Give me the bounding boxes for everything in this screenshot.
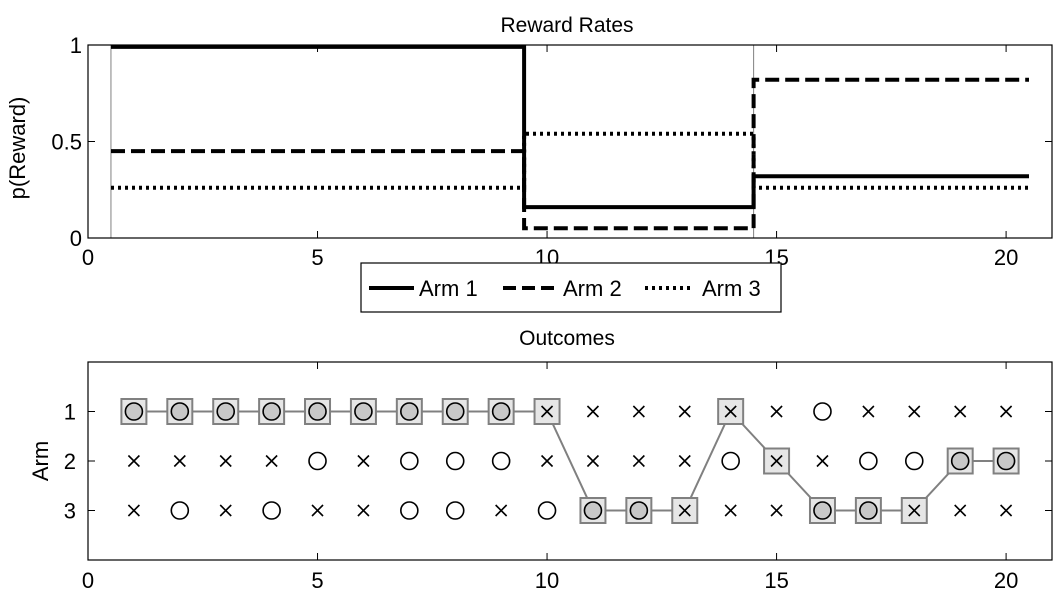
reward-rates-ylabel: p(Reward) bbox=[5, 97, 30, 200]
no-reward-marker bbox=[908, 405, 921, 418]
reward-marker bbox=[859, 501, 878, 520]
no-reward-marker bbox=[816, 454, 829, 468]
reward-marker bbox=[400, 402, 419, 421]
reward-marker bbox=[170, 501, 190, 520]
reward-marker bbox=[491, 402, 511, 421]
outcomes-title: Outcomes bbox=[519, 327, 615, 350]
no-reward-marker bbox=[724, 504, 737, 517]
bottom-ytick-label: 3 bbox=[64, 499, 76, 524]
reward-marker bbox=[445, 402, 465, 421]
no-reward-marker bbox=[219, 504, 232, 517]
reward-marker bbox=[491, 451, 511, 471]
reward-marker bbox=[262, 501, 281, 520]
bottom-xtick-label: 20 bbox=[994, 568, 1018, 593]
legend-arm-3-label: Arm 3 bbox=[702, 276, 761, 301]
reward-marker bbox=[859, 451, 878, 471]
outcomes-ylabel: Arm bbox=[28, 441, 53, 481]
no-reward-marker bbox=[632, 454, 645, 468]
reward-rates-title: Reward Rates bbox=[500, 14, 633, 37]
no-reward-marker bbox=[311, 504, 324, 517]
reward-marker bbox=[537, 501, 557, 520]
no-reward-marker bbox=[357, 504, 370, 517]
reward-marker bbox=[583, 501, 603, 520]
legend-arm-2-label: Arm 2 bbox=[563, 276, 622, 301]
no-reward-marker bbox=[265, 454, 278, 468]
reward-marker bbox=[170, 402, 190, 421]
top-ytick-label: 0.5 bbox=[51, 130, 82, 155]
top-xtick-label: 0 bbox=[82, 245, 94, 270]
reward-marker bbox=[629, 501, 649, 520]
no-reward-marker bbox=[127, 454, 140, 468]
reward-marker bbox=[308, 402, 327, 421]
bottom-ytick-label: 1 bbox=[64, 400, 76, 425]
no-reward-marker bbox=[678, 405, 691, 418]
outcomes-panel: Outcomes Arm 0 5 10 15 20 1 2 3 bbox=[28, 327, 1053, 593]
top-ytick-label: 0 bbox=[70, 226, 82, 251]
bottom-xtick-label: 5 bbox=[311, 568, 323, 593]
no-reward-marker bbox=[1000, 405, 1013, 418]
no-reward-marker bbox=[586, 454, 600, 468]
outcomes-content bbox=[120, 398, 1020, 524]
bottom-xtick-label: 15 bbox=[764, 568, 788, 593]
no-reward-marker bbox=[862, 405, 875, 418]
reward-marker bbox=[445, 451, 465, 471]
no-reward-marker bbox=[770, 504, 783, 517]
reward-marker bbox=[445, 501, 465, 520]
series-line-arm-2 bbox=[111, 77, 1029, 231]
reward-marker bbox=[813, 501, 832, 520]
legend-box bbox=[360, 262, 782, 313]
reward-marker bbox=[354, 402, 373, 421]
no-reward-marker bbox=[540, 405, 554, 418]
no-reward-marker bbox=[357, 454, 370, 468]
reward-marker bbox=[950, 451, 970, 471]
no-reward-marker bbox=[908, 504, 921, 517]
no-reward-marker bbox=[173, 454, 186, 468]
reward-rates-content bbox=[110, 44, 1029, 238]
no-reward-marker bbox=[1000, 504, 1013, 517]
no-reward-marker bbox=[954, 504, 967, 517]
reward-marker bbox=[996, 451, 1016, 471]
series-line-arm-1 bbox=[111, 44, 1029, 210]
reward-marker bbox=[721, 451, 740, 471]
reward-marker bbox=[262, 402, 281, 421]
no-reward-marker bbox=[495, 504, 508, 517]
no-reward-marker bbox=[127, 504, 140, 517]
no-reward-marker bbox=[724, 405, 737, 418]
outcomes-ticks: 0 5 10 15 20 1 2 3 bbox=[64, 362, 1052, 593]
top-xtick-label: 20 bbox=[994, 245, 1018, 270]
reward-marker bbox=[124, 402, 144, 421]
top-xtick-label: 5 bbox=[311, 245, 323, 270]
legend-arm-1-label: Arm 1 bbox=[419, 276, 478, 301]
no-reward-marker bbox=[770, 454, 783, 468]
no-reward-marker bbox=[770, 405, 783, 418]
no-reward-marker bbox=[540, 454, 554, 468]
reward-marker bbox=[400, 501, 419, 520]
reward-marker bbox=[400, 451, 419, 471]
bottom-xtick-label: 0 bbox=[82, 568, 94, 593]
no-reward-marker bbox=[219, 454, 232, 468]
bottom-xtick-label: 10 bbox=[535, 568, 559, 593]
reward-marker bbox=[216, 402, 236, 421]
reward-marker bbox=[308, 451, 327, 471]
series-line-arm-3 bbox=[111, 131, 1029, 190]
reward-marker bbox=[904, 451, 924, 471]
no-reward-marker bbox=[678, 504, 691, 517]
legend: Arm 1 Arm 2 Arm 3 bbox=[360, 262, 782, 313]
no-reward-marker bbox=[586, 405, 600, 418]
choice-box bbox=[671, 497, 699, 524]
top-ytick-label: 1 bbox=[70, 33, 82, 58]
reward-marker bbox=[813, 402, 832, 421]
no-reward-marker bbox=[678, 454, 691, 468]
bottom-ytick-label: 2 bbox=[64, 449, 76, 474]
no-reward-marker bbox=[954, 405, 967, 418]
no-reward-marker bbox=[632, 405, 645, 418]
